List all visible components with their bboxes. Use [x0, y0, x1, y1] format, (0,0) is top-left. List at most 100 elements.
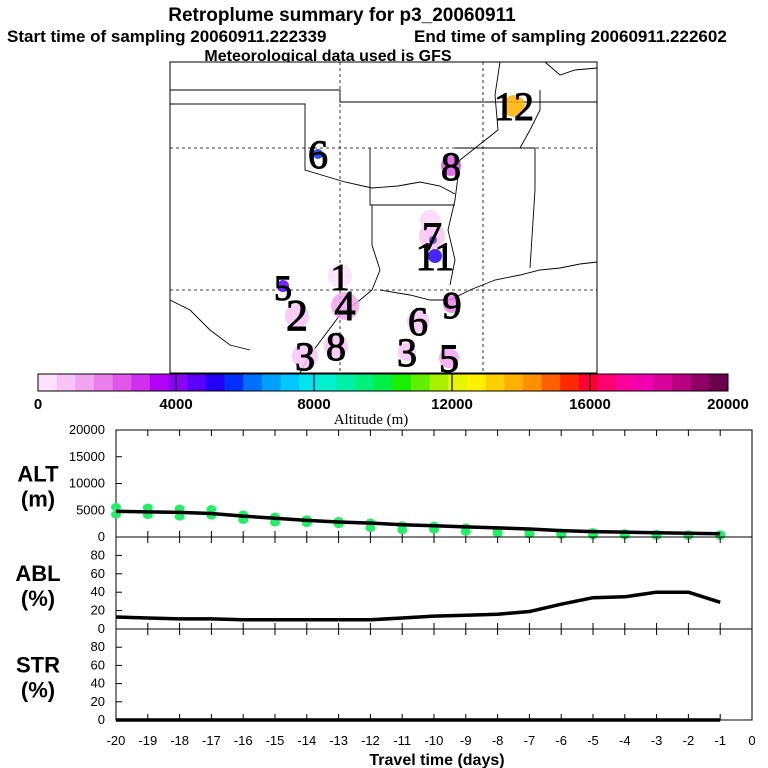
colorbar-cell — [597, 374, 617, 391]
x-tick-label: -3 — [651, 733, 663, 748]
y-tick-label: 40 — [91, 584, 105, 599]
colorbar-frame — [37, 373, 729, 392]
colorbar-cell — [616, 374, 636, 391]
colorbar-cell — [672, 374, 692, 391]
map-day-label: 6 — [408, 299, 428, 344]
x-tick-label: -6 — [555, 733, 567, 748]
plume-dot — [439, 348, 459, 368]
colorbar-cell — [280, 374, 300, 391]
colorbar-tick-label: 16000 — [569, 396, 611, 413]
map-day-label: 9 — [443, 285, 462, 327]
colorbar-cell — [131, 374, 151, 391]
alt-scatter-point — [365, 523, 376, 532]
map-day-label: 1 — [331, 257, 350, 299]
plume-dot — [328, 264, 352, 288]
y-tick-label: 0 — [98, 529, 105, 544]
start-time-label: Start time of sampling 20060911.222339 — [7, 27, 326, 46]
plume-dot — [443, 295, 461, 313]
panel-alt: 0 5000 10000 15000 20000 ALT(m) — [17, 422, 753, 544]
x-tick-label: 0 — [748, 733, 755, 748]
plume-dot — [277, 280, 289, 292]
colorbar-cell — [355, 374, 375, 391]
y-tick-label: 80 — [91, 639, 105, 654]
colorbar-cell — [149, 374, 170, 391]
colorbar-cell — [93, 374, 114, 391]
plume-dot — [398, 343, 416, 361]
map-day-label: 11 — [416, 234, 455, 279]
plume-dot — [428, 249, 442, 263]
colorbar-cell — [578, 374, 598, 391]
plume-dot — [429, 236, 437, 244]
map-day-label: 5 — [439, 336, 459, 381]
x-tick-label: -13 — [329, 733, 348, 748]
colorbar-cell — [485, 374, 505, 391]
colorbar-cell — [317, 374, 337, 391]
colorbar-cell — [392, 374, 412, 391]
panel-ylabel-str: STR — [16, 653, 60, 678]
map-boundaries — [169, 61, 598, 374]
colorbar-cell — [299, 374, 319, 391]
plume-dot — [324, 334, 348, 358]
x-tick-label: -16 — [234, 733, 253, 748]
x-tick-label: -14 — [297, 733, 316, 748]
map-day-label: 4 — [335, 284, 356, 330]
colorbar-label: Altitude (m) — [334, 412, 409, 428]
y-tick-label: 0 — [98, 712, 105, 727]
y-tick-label: 0 — [98, 621, 105, 636]
colorbar-cell — [709, 374, 729, 391]
colorbar-tick-label: 20000 — [707, 396, 749, 413]
plume-dot — [441, 156, 461, 176]
alt-scatter-point — [174, 512, 185, 521]
map-day-label: 5 — [274, 268, 292, 308]
y-tick-label: 5000 — [76, 502, 105, 517]
x-tick-label: -8 — [492, 733, 504, 748]
colorbar-cell — [75, 374, 95, 391]
figure-title: Retroplume summary for p3_20060911 — [168, 5, 516, 26]
colorbar-cell — [522, 374, 543, 391]
x-tick-label: -18 — [170, 733, 189, 748]
colorbar-cell — [653, 374, 673, 391]
colorbar-tick-label: 4000 — [159, 396, 192, 413]
panel-ylabel-alt: ALT — [17, 462, 59, 487]
met-data-label: Meteorological data used is GFS — [204, 48, 451, 65]
x-tick-label: -17 — [202, 733, 221, 748]
colorbar-cell — [56, 374, 76, 391]
map-day-label: 8 — [326, 324, 346, 369]
colorbar-cell — [373, 374, 393, 391]
plume-dot — [292, 343, 318, 369]
y-tick-label: 20 — [91, 694, 105, 709]
x-tick-label: -7 — [524, 733, 536, 748]
panel-ylabel-unit: (m) — [21, 487, 55, 512]
colorbar-tick-label: 12000 — [431, 396, 473, 413]
plume-dot — [285, 304, 309, 328]
series-line-alt — [115, 509, 721, 536]
map-day-label: 12 — [494, 84, 534, 129]
plume-dot — [503, 95, 525, 117]
colorbar-cell — [187, 374, 207, 391]
y-tick-label: 80 — [91, 547, 105, 562]
y-tick-label: 20 — [91, 603, 105, 618]
colorbar-cell — [205, 374, 225, 391]
series-line-abl — [115, 590, 721, 622]
colorbar-cell — [466, 374, 487, 391]
plume-dot — [407, 310, 429, 332]
colorbar-cell — [261, 374, 281, 391]
alt-scatter-point — [206, 505, 217, 514]
x-axis-label: Travel time (days) — [369, 752, 504, 768]
plume-dots — [277, 95, 525, 369]
y-tick-label: 60 — [91, 566, 105, 581]
y-tick-label: 10000 — [69, 476, 105, 491]
alt-scatter-point — [270, 518, 280, 527]
map-day-label: 3 — [295, 334, 315, 379]
colorbar-cell — [410, 374, 431, 391]
colorbar-cell — [112, 374, 132, 391]
x-tick-label: -4 — [619, 733, 631, 748]
map-frame — [169, 61, 598, 374]
x-tick-label: -9 — [460, 733, 472, 748]
colorbar-cell — [634, 374, 654, 391]
colorbar-cell — [429, 374, 449, 391]
altitude-colorbar: 0 4000 8000 12000 16000 20000 Altitude (m) — [34, 373, 749, 428]
plume-dot — [313, 149, 323, 159]
